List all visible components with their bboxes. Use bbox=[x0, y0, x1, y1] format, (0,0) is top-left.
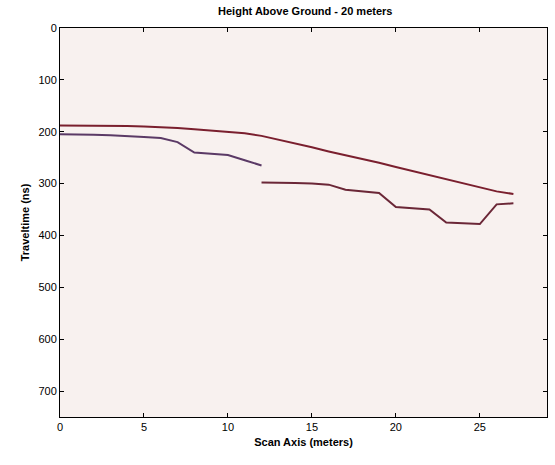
svg-text:5: 5 bbox=[141, 421, 147, 433]
svg-text:200: 200 bbox=[38, 126, 56, 138]
svg-text:25: 25 bbox=[474, 421, 486, 433]
svg-text:600: 600 bbox=[38, 333, 56, 345]
svg-text:700: 700 bbox=[38, 385, 56, 397]
svg-text:Scan Axis (meters): Scan Axis (meters) bbox=[254, 436, 353, 448]
svg-text:100: 100 bbox=[38, 74, 56, 86]
svg-text:0: 0 bbox=[51, 22, 57, 34]
svg-text:0: 0 bbox=[57, 421, 63, 433]
svg-text:Traveltime (ns): Traveltime (ns) bbox=[19, 183, 31, 261]
svg-text:15: 15 bbox=[306, 421, 318, 433]
svg-text:Height Above Ground - 20 meter: Height Above Ground - 20 meters bbox=[218, 5, 392, 17]
svg-text:500: 500 bbox=[38, 281, 56, 293]
svg-text:10: 10 bbox=[222, 421, 234, 433]
svg-text:20: 20 bbox=[390, 421, 402, 433]
svg-text:400: 400 bbox=[38, 229, 56, 241]
svg-text:300: 300 bbox=[38, 177, 56, 189]
